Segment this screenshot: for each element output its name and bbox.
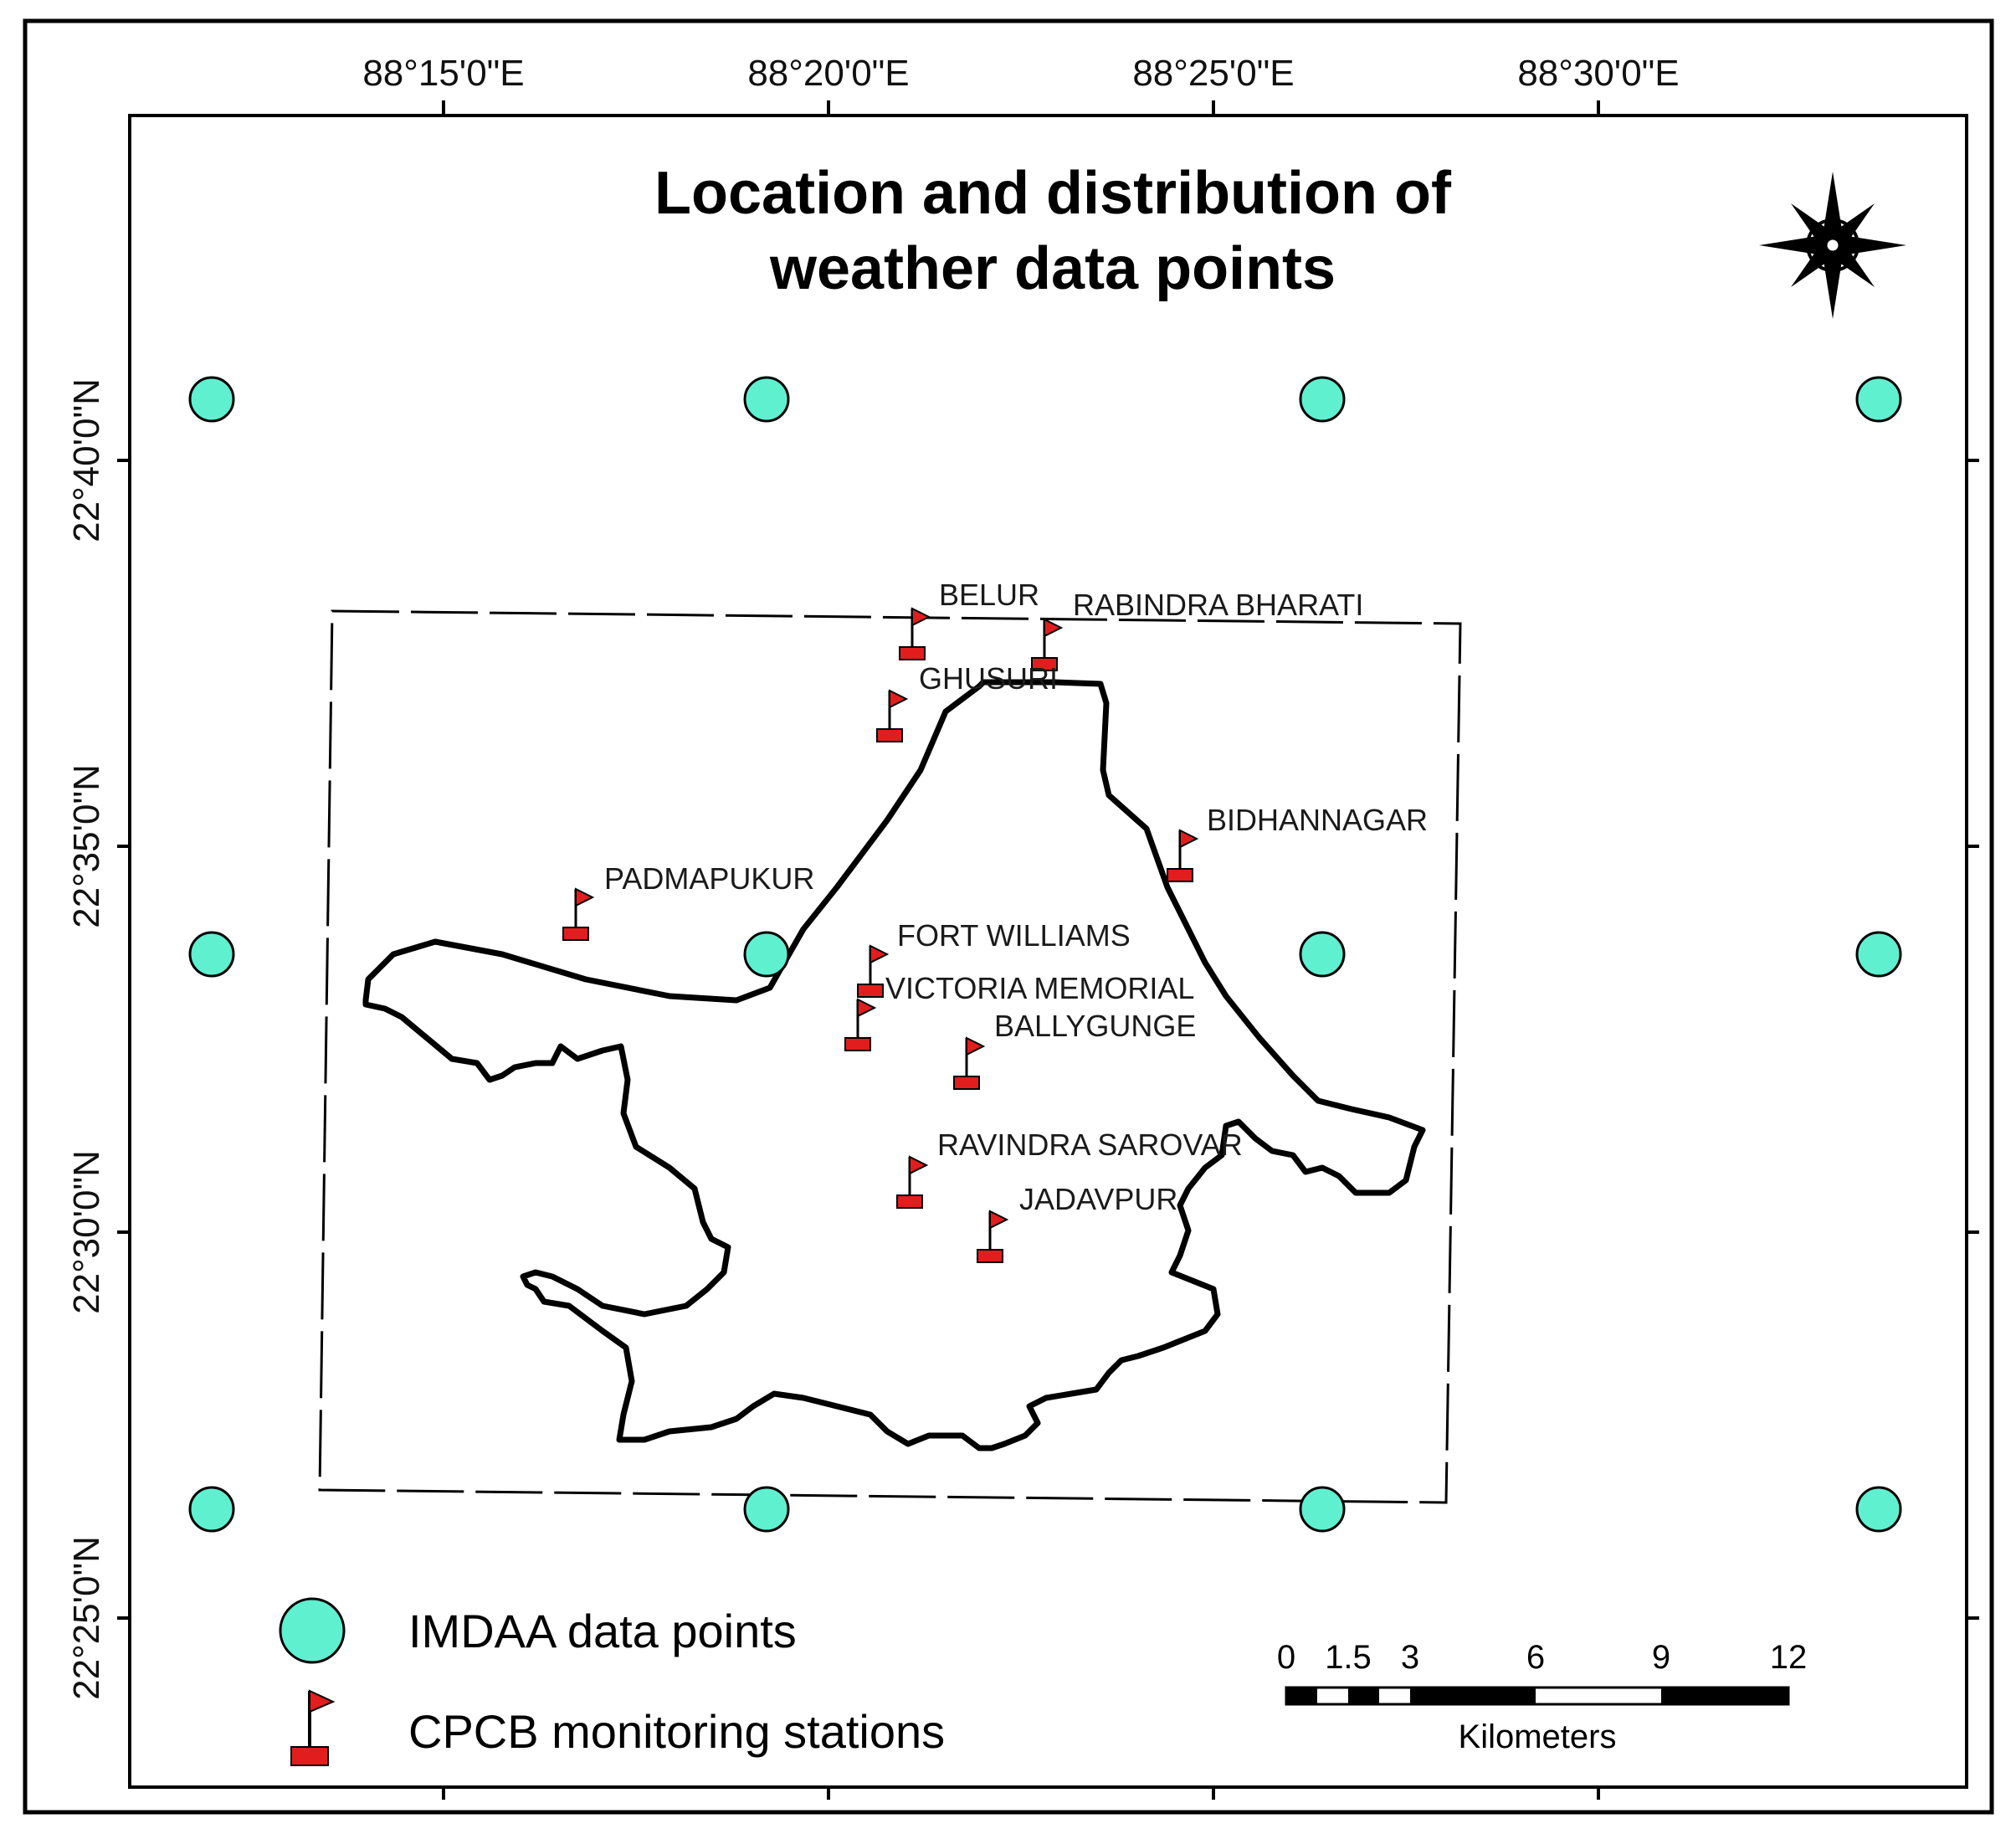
cpcb-station-victoria-memorial (844, 998, 877, 1051)
cpcb-station-bidhannagar (1167, 829, 1199, 882)
imdaa-point (743, 1486, 790, 1533)
compass-rose-icon (1759, 172, 1906, 319)
map-title-line2: weather data points (769, 235, 1336, 302)
station-label: BALLYGUNGE (994, 1009, 1196, 1043)
legend-cpcb-symbol (290, 1689, 336, 1766)
station-label: BIDHANNAGAR (1207, 803, 1428, 837)
imdaa-point (1855, 376, 1902, 423)
cpcb-station-rabindra-bharati (1031, 618, 1064, 671)
cpcb-station-ballygunge (953, 1036, 986, 1090)
station-label: PADMAPUKUR (604, 861, 814, 896)
imdaa-point (1855, 1486, 1902, 1533)
city-boundary (362, 679, 1426, 1451)
imdaa-point (188, 1486, 235, 1533)
cpcb-station-belur (899, 607, 931, 660)
longitude-label: 88°20'0"E (747, 53, 909, 94)
latitude-ticks (117, 459, 1979, 1620)
cpcb-station-ghusuri (876, 689, 909, 742)
imdaa-point (1299, 1486, 1346, 1533)
cpcb-station-padmapukur (562, 887, 595, 941)
legend-cpcb-label: CPCB monitoring stations (408, 1705, 945, 1758)
cpcb-station-ravindra-sarovar (896, 1155, 929, 1209)
station-label: RABINDRA BHARATI (1073, 588, 1363, 622)
cpcb-station-fort-williams (857, 944, 890, 998)
scale-tick-label: 0 (1277, 1639, 1295, 1676)
latitude-label: 22°40'0"N (66, 378, 107, 542)
station-label: BELUR (939, 578, 1039, 612)
imdaa-points (188, 376, 1902, 1533)
longitude-label: 88°30'0"E (1517, 53, 1679, 94)
map-title-line1: Location and distribution of (654, 160, 1452, 227)
station-label: VICTORIA MEMORIAL (885, 971, 1194, 1005)
imdaa-point (743, 931, 790, 978)
latitude-label: 22°25'0"N (66, 1536, 107, 1700)
legend-imdaa-label: IMDAA data points (408, 1605, 797, 1657)
imdaa-point (743, 376, 790, 423)
cpcb-station-jadavpur (977, 1210, 1009, 1263)
map-neatline (128, 114, 1968, 1789)
longitude-label: 88°15'0"E (362, 53, 524, 94)
station-label: JADAVPUR (1019, 1182, 1177, 1216)
legend-imdaa-symbol (279, 1597, 346, 1664)
station-label: GHUSURI (919, 661, 1058, 696)
study-extent (318, 609, 1462, 1504)
scale-tick-label: 9 (1652, 1639, 1670, 1676)
scale-tick-label: 12 (1770, 1639, 1808, 1676)
station-label: RAVINDRA SAROVAR (937, 1128, 1243, 1162)
scale-tick-label: 3 (1401, 1639, 1419, 1676)
longitude-ticks (442, 100, 1600, 1800)
latitude-label: 22°30'0"N (66, 1150, 107, 1314)
scale-tick-label: 6 (1526, 1639, 1545, 1676)
imdaa-point (1855, 931, 1902, 978)
scale-unit-label: Kilometers (1459, 1718, 1617, 1755)
scale-bar: 0 1.5 3 6 9 12 Kilometers (1277, 1639, 1807, 1755)
legend: IMDAA data points CPCB monitoring statio… (279, 1597, 945, 1766)
imdaa-point (1299, 376, 1346, 423)
longitude-label: 88°25'0"E (1132, 53, 1294, 94)
latitude-label: 22°35'0"N (66, 764, 107, 928)
imdaa-point (188, 376, 235, 423)
imdaa-point (1299, 931, 1346, 978)
scale-tick-label: 1.5 (1325, 1639, 1372, 1676)
station-label: FORT WILLIAMS (897, 918, 1131, 953)
imdaa-point (188, 931, 235, 978)
